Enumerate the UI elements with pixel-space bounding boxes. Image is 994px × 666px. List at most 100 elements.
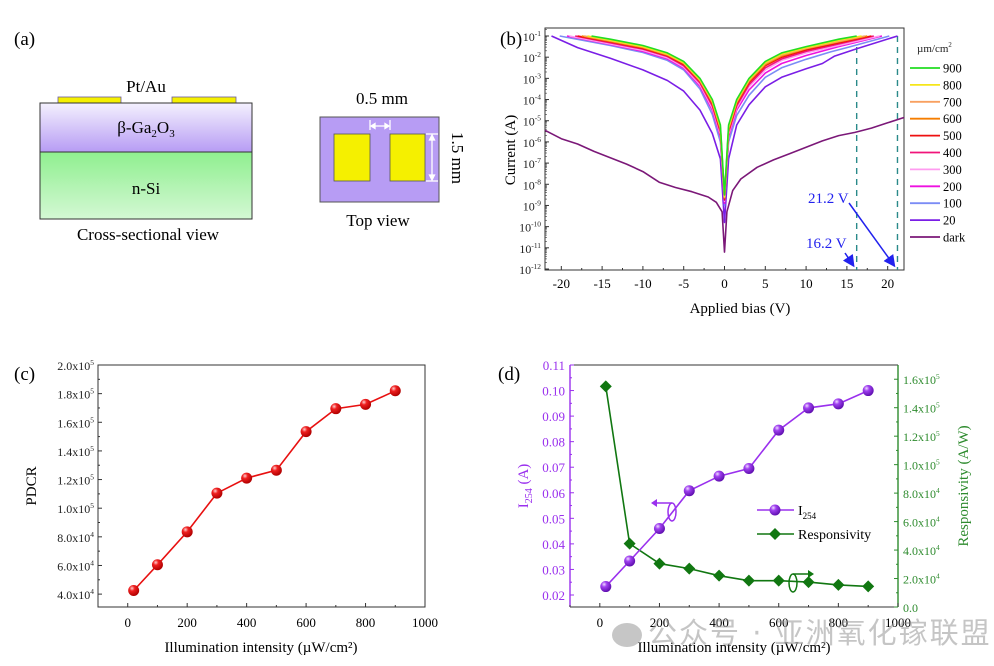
left-y-tick-label: 0.08 [542, 435, 565, 450]
legend-label: 900 [943, 62, 962, 76]
top-caption: Top view [346, 211, 410, 230]
left-y-tick-label: 0.03 [542, 562, 565, 577]
x-tick-label: 0 [721, 276, 728, 291]
right-y-tick-label: 0.0 [903, 601, 918, 615]
y-tick-label: 10-10 [519, 220, 541, 235]
x-tick-label: 200 [650, 615, 670, 630]
x-axis-label: Illumination intensity (µW/cm²) [164, 640, 357, 656]
responsivity-point [713, 569, 726, 582]
legend-label: 400 [943, 146, 962, 160]
legend-label-current: I254 [798, 504, 817, 521]
gap-dimension-arrow [369, 120, 391, 130]
contact-left [57, 96, 122, 104]
x-axis-label: Illumination intensity (µW/cm²) [637, 640, 830, 656]
right-y-tick-label: 2.0x104 [903, 572, 940, 587]
ga2o3-label: β-Ga2O3 [117, 118, 175, 140]
series-line-600 [581, 35, 868, 199]
x-tick-label: 600 [769, 615, 789, 630]
height-dimension-arrow [426, 133, 438, 182]
annotation-arrow [842, 252, 855, 268]
plot-frame [544, 27, 905, 271]
responsivity-point [623, 537, 636, 550]
y-tick-label: 10-1 [523, 29, 541, 44]
y-tick-label: 10-6 [523, 135, 541, 150]
si-label: n-Si [132, 179, 161, 198]
y-tick-label: 4.0x104 [57, 587, 94, 602]
plot-frame [97, 364, 426, 608]
legend-marker-responsivity [769, 528, 781, 540]
x-tick-label: 0 [597, 615, 604, 630]
legend-marker-current [769, 504, 781, 516]
responsivity-point [772, 574, 785, 587]
x-tick-label: 20 [881, 276, 894, 291]
data-point [330, 403, 342, 415]
series-line-100 [559, 35, 890, 207]
data-point [151, 559, 163, 571]
si-layer [39, 151, 253, 220]
y-tick-label: 2.0x105 [57, 358, 94, 373]
data-point [128, 585, 140, 597]
legend-label: 300 [943, 163, 962, 177]
left-y-tick-label: 0.11 [543, 358, 565, 373]
panel-c: (c) 0 200 400 600 800 1000 4.0x104 6.0x104 8.0x10… [14, 358, 438, 656]
x-tick-label: 600 [296, 615, 316, 630]
legend-label: 800 [943, 78, 962, 92]
x-tick-label: 5 [762, 276, 769, 291]
responsivity-point [683, 562, 696, 575]
series-line-dark [544, 116, 905, 253]
right-y-tick-label: 1.6x105 [903, 372, 940, 387]
y-tick-label: 10-5 [523, 114, 541, 129]
x-tick-label: -15 [593, 276, 610, 291]
y-tick-label: 10-2 [523, 50, 541, 65]
current-point [743, 462, 755, 474]
left-y-tick-label: 0.04 [542, 537, 565, 552]
y-axis-label: PDCR [24, 466, 40, 505]
current-point [862, 385, 874, 397]
x-tick-label: 800 [829, 615, 849, 630]
current-point [653, 523, 665, 535]
left-y-tick-label: 0.07 [542, 460, 565, 475]
current-point [600, 581, 612, 593]
right-y-tick-label: 6.0x104 [903, 515, 940, 530]
responsivity-point [742, 574, 755, 587]
current-point [773, 424, 785, 436]
legend-title: µm/cm2 [917, 42, 952, 55]
y-tick-label: 10-12 [519, 262, 541, 277]
series-line-900 [591, 35, 857, 196]
data-point [181, 526, 193, 538]
y-tick-label: 10-7 [523, 156, 541, 171]
x-tick-label: 800 [356, 615, 376, 630]
left-y-tick-label: 0.06 [542, 486, 565, 501]
x-tick-label: -10 [634, 276, 651, 291]
annotation-label: 21.2 V [808, 191, 849, 207]
left-y-tick-label: 0.09 [542, 409, 565, 424]
right-y-tick-label: 4.0x104 [903, 543, 940, 558]
data-point [241, 472, 253, 484]
watermark: 公众号 · 亚洲氧化镓联盟 [612, 610, 992, 652]
y-tick-label: 1.6x105 [57, 415, 94, 430]
left-y-tick-label: 0.05 [542, 511, 565, 526]
current-point [683, 485, 695, 497]
series-line [133, 390, 396, 592]
gap-label: 0.5 mm [356, 89, 408, 108]
legend-label: 100 [943, 197, 962, 211]
x-tick-label: 15 [840, 276, 853, 291]
current-point [624, 555, 636, 567]
legend-label: 500 [943, 129, 962, 143]
legend-label: 200 [943, 180, 962, 194]
right-y-tick-label: 8.0x104 [903, 486, 940, 501]
series-line-400 [575, 35, 874, 201]
panel-b: (b) -20 -15 -10 -5 0 5 10 15 20 10-1 10-2 10-3 10-4 10… [500, 27, 966, 317]
legend-label: dark [943, 231, 966, 245]
left-y-tick-label: 0.10 [542, 384, 565, 399]
height-label: 1.5 mm [448, 132, 467, 184]
series-line-200 [566, 35, 883, 205]
y-tick-label: 10-9 [523, 198, 541, 213]
responsivity-point [802, 576, 815, 589]
y-tick-label: 8.0x104 [57, 530, 94, 545]
y-tick-label: 10-8 [523, 177, 541, 192]
x-tick-label: -20 [553, 276, 570, 291]
x-tick-label: 1000 [885, 615, 911, 630]
y-tick-label: 1.8x105 [57, 387, 94, 402]
